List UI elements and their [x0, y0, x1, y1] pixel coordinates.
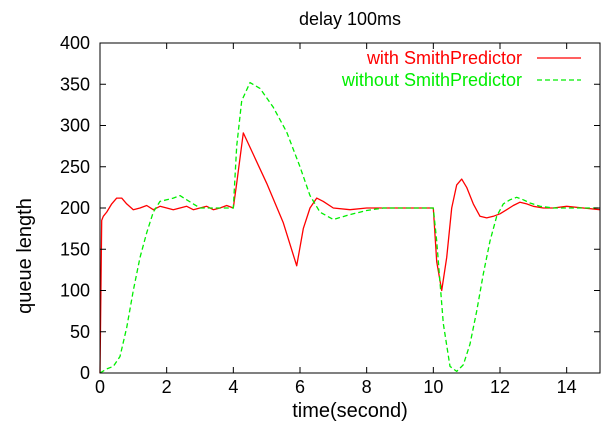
legend-label: without SmithPredictor	[341, 70, 522, 90]
y-tick-label: 300	[60, 116, 90, 136]
y-axis-label: queue length	[14, 198, 36, 314]
y-tick-label: 0	[80, 363, 90, 383]
x-axis-label: time(second)	[292, 400, 408, 422]
y-tick-label: 150	[60, 239, 90, 259]
x-tick-label: 8	[362, 377, 372, 397]
y-tick-label: 250	[60, 157, 90, 177]
axis-ticks: 0 2 4 6 8 10 12 14 0 50 100 150 200 250 300 350 400	[60, 33, 600, 397]
x-tick-label: 2	[162, 377, 172, 397]
x-tick-label: 14	[557, 377, 577, 397]
y-tick-label: 200	[60, 198, 90, 218]
y-tick-label: 100	[60, 281, 90, 301]
plot-marks	[99, 81, 601, 374]
y-tick-label: 50	[70, 322, 90, 342]
y-tick-label: 400	[60, 33, 90, 53]
plot-frame	[99, 42, 601, 374]
x-tick-label: 0	[95, 377, 105, 397]
x-tick-label: 4	[228, 377, 238, 397]
x-tick-label: 12	[490, 377, 510, 397]
series-line-1	[99, 132, 601, 374]
legend-label: with SmithPredictor	[366, 48, 522, 68]
series-line-2	[99, 81, 600, 374]
chart-title: delay 100ms	[299, 9, 401, 29]
y-tick-label: 350	[60, 74, 90, 94]
x-tick-label: 6	[295, 377, 305, 397]
x-tick-label: 10	[423, 377, 443, 397]
